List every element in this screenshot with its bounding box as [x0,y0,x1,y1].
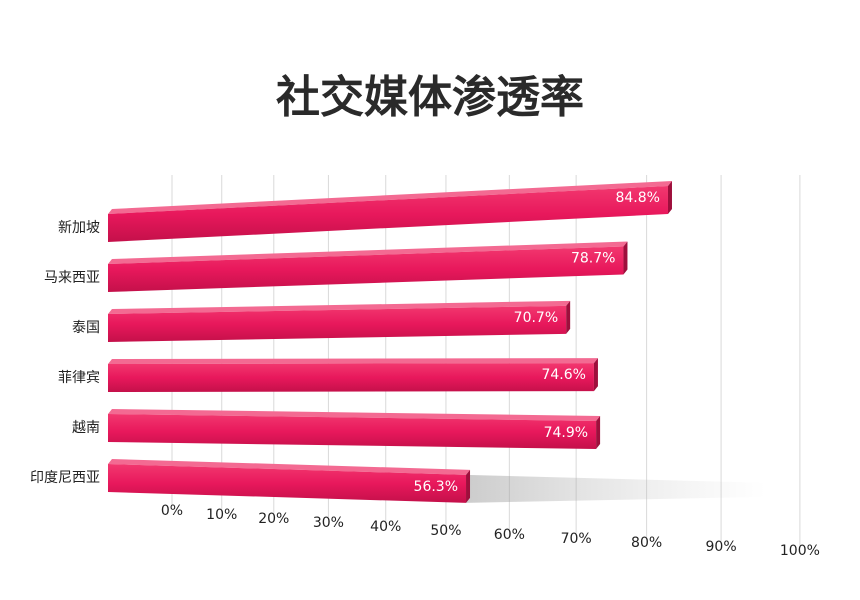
category-label: 越南 [72,420,100,436]
x-tick-label: 90% [706,539,737,555]
x-tick-label: 40% [370,519,401,535]
bar-group: 74.6% [108,358,598,392]
bar-top [108,241,628,264]
bar [108,414,597,449]
value-label: 74.9% [544,425,588,441]
bar [108,363,594,392]
bar [108,464,467,503]
bar-end [566,300,571,334]
category-label: 印度尼西亚 [30,470,100,486]
bar-end [466,469,471,503]
value-label: 84.8% [615,190,659,206]
bar-group: 56.3% [108,459,767,503]
value-label: 78.7% [571,251,615,267]
bar-end [623,241,628,275]
x-tick-label: 0% [161,503,183,519]
bar [108,246,624,292]
bar-top [108,181,672,214]
bar [108,305,567,342]
x-tick-label: 10% [206,507,237,523]
bar [108,186,668,242]
bar-top [108,409,601,421]
bar-top [108,300,571,314]
x-tick-label: 60% [494,527,525,543]
x-tick-label: 80% [631,535,662,551]
bar-shadow [466,474,767,503]
category-label: 菲律宾 [58,370,100,386]
chart-title: 社交媒体渗透率 [276,72,584,123]
bar-group: 78.7% [108,241,628,292]
category-label: 马来西亚 [44,270,100,286]
bar-group: 84.8% [108,181,672,242]
bar-top [108,459,471,475]
value-label: 56.3% [414,479,458,495]
value-label: 74.6% [541,367,585,383]
x-tick-label: 30% [313,515,344,531]
bar-end [593,358,598,392]
x-tick-label: 100% [780,543,820,559]
bar-end [667,181,672,215]
bar-top [108,358,598,364]
bar-group: 70.7% [108,300,571,342]
value-label: 70.7% [514,310,558,326]
x-tick-label: 20% [258,511,289,527]
x-axis: 0% 10% 20% 30% 40% 50% 60% 70% 80% 90% 100% 新加坡马来西亚… [30,220,820,559]
x-tick-label: 50% [430,523,461,539]
category-label: 新加坡 [58,220,100,236]
bars: 84.8% 78.7% 70.7% 74.6% 74.9% 56.3% [108,181,767,503]
category-label: 泰国 [72,320,100,336]
bar-end [596,415,601,449]
x-tick-label: 70% [561,531,592,547]
bar-group: 74.9% [108,409,601,449]
